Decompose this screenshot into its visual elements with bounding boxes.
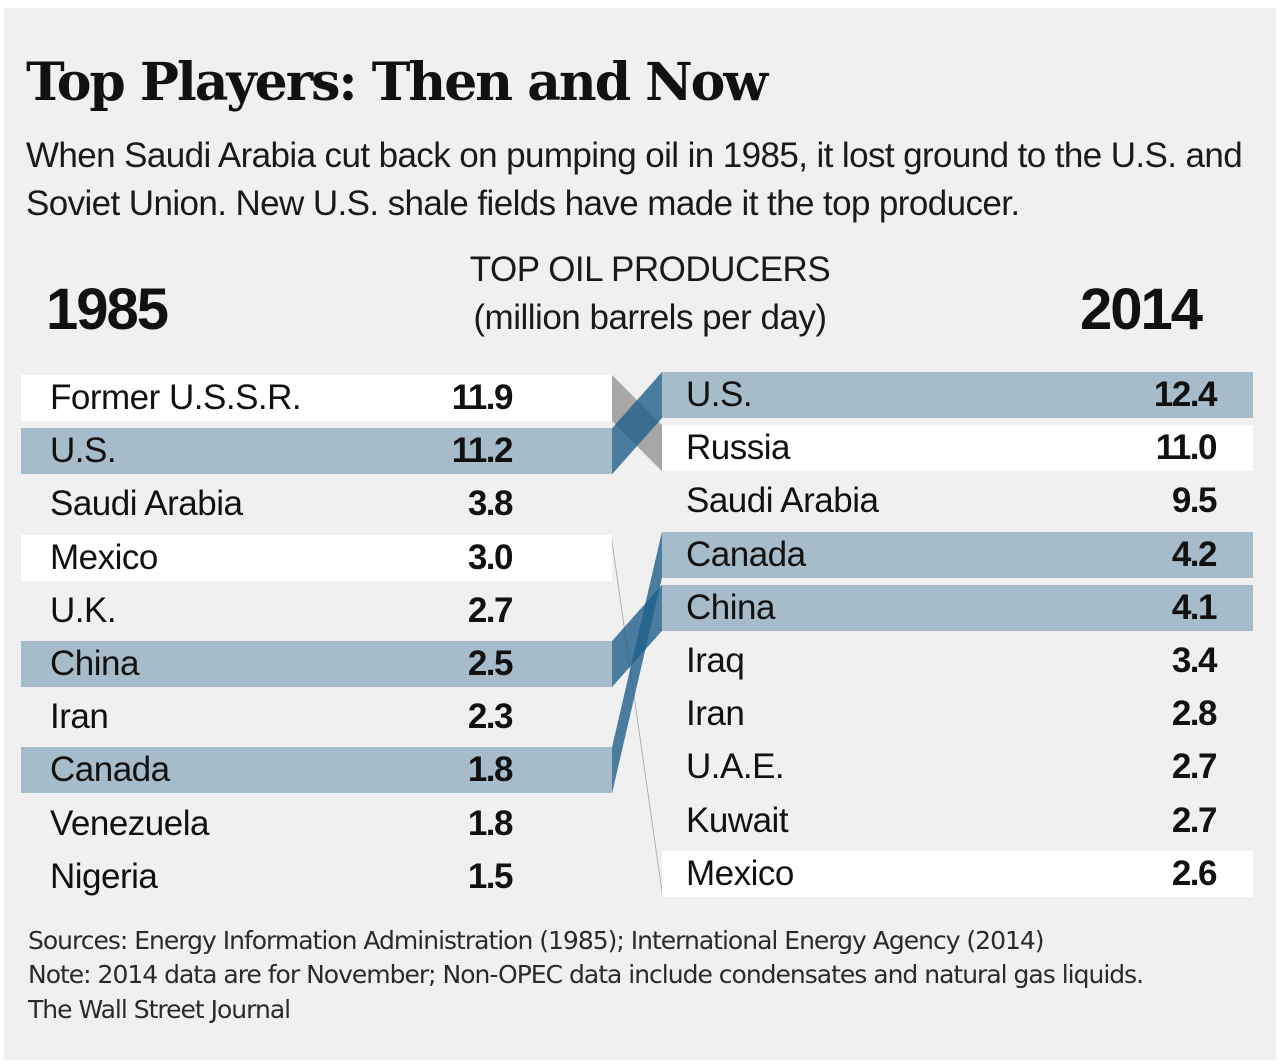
right-year-label: 2014 [1080,277,1203,342]
right-production-value: 4.1 [1171,587,1218,627]
left-production-value: 2.5 [467,644,514,683]
right-production-value: 12.4 [1153,375,1218,414]
left-year-label: 1985 [46,277,169,342]
left-country-name: Saudi Arabia [50,484,243,524]
right-country-name: Russia [686,428,790,468]
left-country-name: U.S. [50,431,117,471]
right-production-value: 2.7 [1171,747,1218,787]
right-production-value: 2.7 [1171,800,1218,840]
left-production-value: 1.8 [467,750,514,790]
left-row-background [21,534,612,581]
left-production-value: 3.8 [467,484,514,524]
right-country-name: Iraq [686,641,745,680]
left-production-value: 11.2 [451,431,514,471]
left-country-name: Mexico [50,537,158,577]
footer-credit: The Wall Street Journal [28,995,291,1024]
rank-link-blue [612,531,662,794]
chart-title: TOP OIL PRODUCERS [469,250,831,289]
right-production-value: 4.2 [1171,534,1218,574]
left-country-name: Canada [50,750,170,790]
left-country-name: Nigeria [50,856,158,896]
left-row-background [21,641,612,687]
left-production-value: 2.3 [467,697,514,737]
left-country-name: China [50,644,139,683]
graphic-subtitle: When Saudi Arabia cut back on pumping oi… [26,136,1243,223]
left-production-value: 11.9 [451,378,514,417]
right-country-name: U.A.E. [686,747,785,787]
right-row-background [662,531,1253,578]
right-production-value: 2.8 [1171,694,1218,734]
right-row-background [662,584,1253,631]
right-country-name: Saudi Arabia [686,481,879,521]
left-production-value: 1.5 [467,856,514,896]
left-country-name: Venezuela [50,803,209,843]
left-row-background [21,428,612,475]
left-production-value: 1.8 [467,803,514,843]
right-row-background [662,425,1253,472]
left-row-background [21,747,612,794]
right-production-value: 9.5 [1171,481,1218,521]
left-country-name: U.K. [50,590,117,630]
left-country-name: Iran [50,697,109,737]
left-production-value: 2.7 [467,590,514,630]
footer-note: Note: 2014 data are for November; Non-OP… [28,960,1144,989]
right-country-name: Kuwait [686,800,789,840]
rank-link-blue [612,372,662,475]
right-row-background [662,850,1253,897]
right-country-name: Canada [686,534,806,574]
right-row-background [662,372,1253,418]
right-country-name: China [686,587,775,627]
left-row-background [21,375,612,421]
right-production-value: 2.6 [1171,853,1218,893]
right-production-value: 11.0 [1155,428,1218,468]
right-country-name: Mexico [686,853,794,893]
right-production-value: 3.4 [1171,641,1218,680]
right-country-name: Iran [686,694,745,734]
graphic-title: Top Players: Then and Now [26,52,768,113]
chart-unit: (million barrels per day) [473,298,827,337]
footer-sources: Sources: Energy Information Administrati… [28,926,1045,955]
left-country-name: Former U.S.S.R. [50,378,302,417]
left-production-value: 3.0 [467,537,514,577]
right-country-name: U.S. [686,375,753,414]
